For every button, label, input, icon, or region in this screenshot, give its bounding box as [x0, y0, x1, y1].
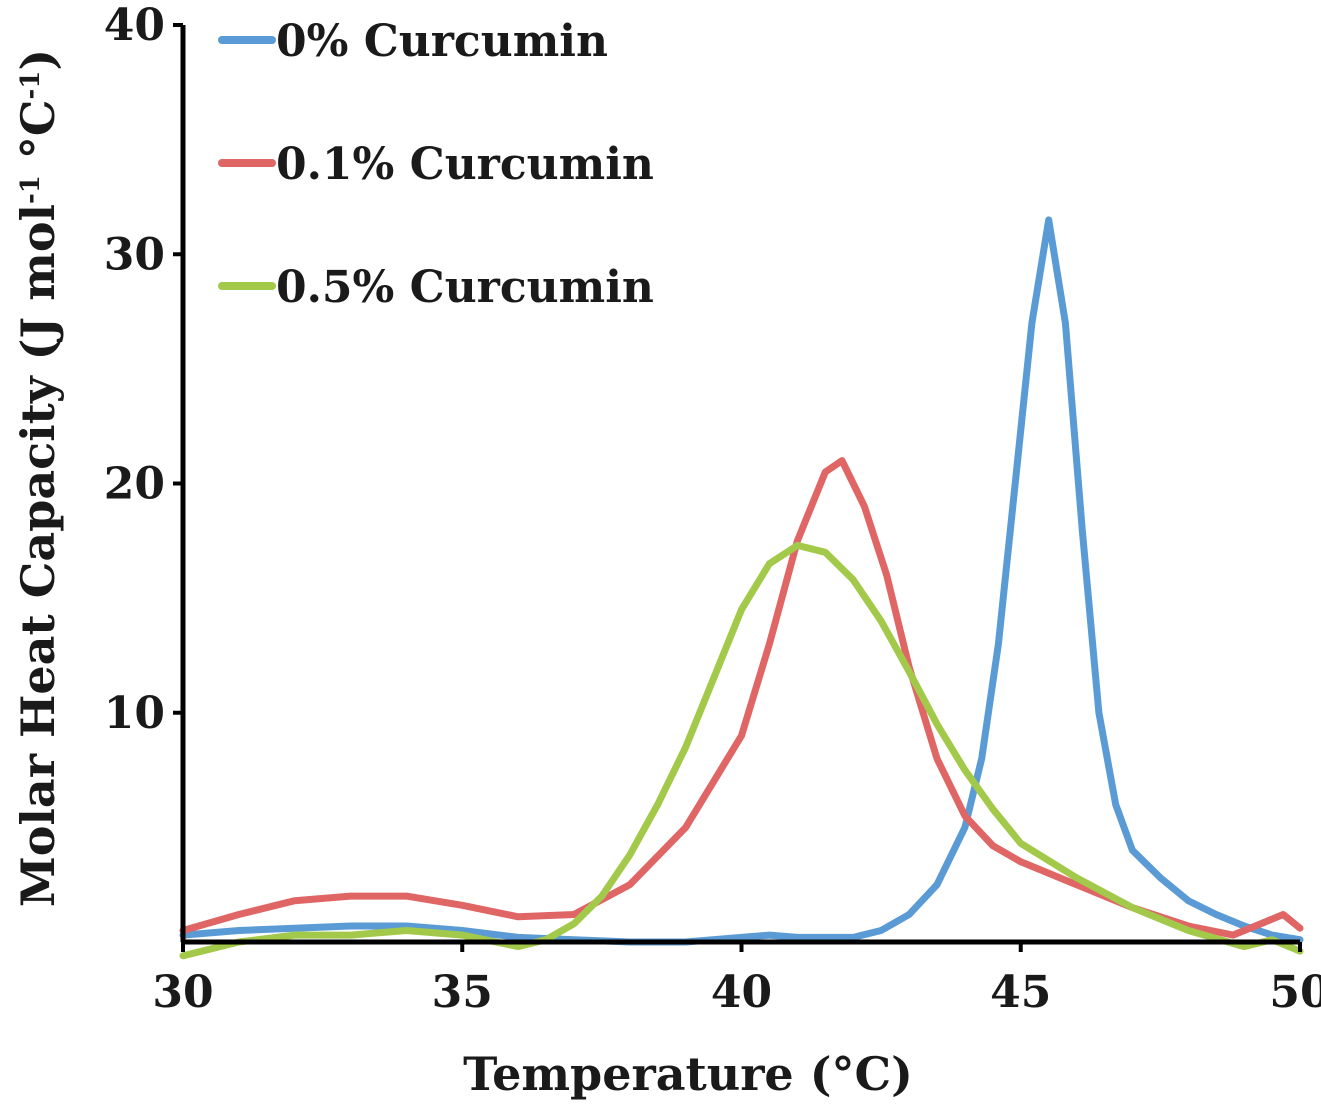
series-layer	[179, 216, 1304, 960]
y-ticks: 10 20 30 40	[104, 0, 183, 739]
y-tick-label: 40	[104, 0, 165, 51]
y-axis-title-mid: °C	[11, 99, 65, 175]
y-axis-title-main: Molar Heat Capacity (J mol	[11, 204, 65, 907]
x-tick-label: 45	[990, 967, 1051, 1018]
y-axis-title-sup1: -1	[16, 175, 46, 204]
legend-label-1: 0.1% Curcumin	[276, 139, 654, 190]
series-line-0	[179, 216, 1304, 946]
y-tick-label: 10	[104, 688, 165, 739]
x-tick-label: 35	[432, 967, 493, 1018]
x-tick-label: 30	[152, 967, 213, 1018]
x-axis-title: Temperature (°C)	[463, 1047, 913, 1101]
y-axis-title-end: )	[11, 49, 65, 71]
y-tick-label: 20	[104, 459, 165, 510]
series-line-1	[179, 457, 1304, 939]
x-tick-label: 40	[711, 967, 772, 1018]
x-tick-label: 50	[1269, 967, 1321, 1018]
y-tick-label: 30	[104, 229, 165, 280]
legend: 0% Curcumin 0.1% Curcumin 0.5% Curcumin	[218, 16, 654, 313]
legend-label-0: 0% Curcumin	[276, 16, 608, 67]
x-ticks: 30 35 40 45 50	[152, 942, 1321, 1018]
series-line-2	[179, 541, 1304, 960]
legend-label-2: 0.5% Curcumin	[276, 262, 654, 313]
y-axis-title-sup2: -1	[16, 71, 46, 100]
y-axis-title: Molar Heat Capacity (J mol-1 °C-1)	[11, 49, 65, 907]
